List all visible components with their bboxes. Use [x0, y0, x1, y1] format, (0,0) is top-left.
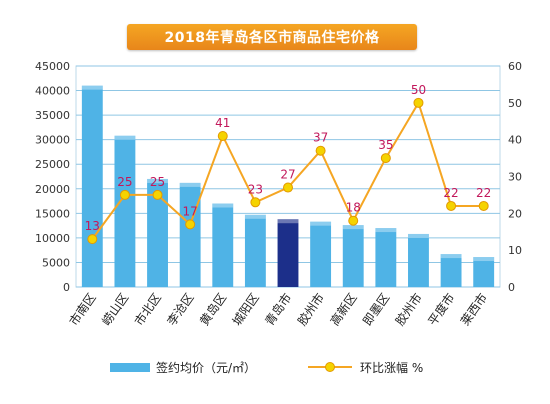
line-point	[315, 145, 326, 156]
left-axis-ticks: 0 5000 10000 15000 20000 25000 30000 35000 40000…	[35, 60, 70, 294]
x-axis-label: 市北区	[131, 290, 164, 328]
line-point	[283, 182, 293, 193]
line-point	[413, 97, 424, 108]
left-axis-tick-label: 45000	[35, 60, 70, 73]
chart-title-banner: 2018年青岛各区市商品住宅价格	[127, 24, 417, 50]
bar	[244, 214, 266, 287]
right-axis-tick-label: 10	[508, 244, 522, 257]
bar-highlight	[440, 254, 462, 259]
bar	[114, 135, 136, 287]
data-label: 17	[183, 204, 198, 218]
x-axis-label: 城阳区	[230, 291, 262, 329]
x-axis-label: 胶州市	[392, 290, 425, 328]
line-point	[185, 219, 196, 230]
data-label: 41	[215, 116, 230, 130]
line-point	[446, 200, 457, 211]
x-axis-label: 青岛市	[262, 290, 295, 328]
bar-highlight	[375, 228, 397, 233]
bar-highlight	[408, 233, 429, 238]
x-axis-label: 即墨区	[360, 291, 392, 329]
left-axis-tick-label: 30000	[35, 134, 70, 147]
x-axis-label: 平度市	[425, 290, 458, 328]
right-axis-tick-label: 50	[508, 97, 522, 110]
bar	[310, 221, 332, 287]
bar	[81, 85, 103, 288]
bar-highlight	[147, 178, 168, 183]
chart-title: 2018年青岛各区市商品住宅价格	[164, 30, 380, 46]
data-label: 25	[150, 175, 165, 189]
bar-highlight	[179, 182, 201, 187]
legend-marker	[325, 362, 335, 372]
bar	[375, 228, 397, 287]
x-axis-label: 崂山区	[99, 291, 131, 329]
bar	[342, 225, 364, 287]
right-axis-tick-label: 20	[508, 207, 522, 220]
data-label: 23	[248, 182, 263, 196]
data-label: 13	[85, 219, 100, 233]
legend-label-line: 环比涨幅 %	[360, 360, 423, 375]
bar-highlight	[114, 135, 136, 140]
left-axis-tick-label: 5000	[42, 256, 70, 269]
line-point	[152, 189, 163, 200]
data-label: 50	[411, 83, 426, 97]
data-label: 22	[476, 186, 491, 200]
bar-highlight	[81, 85, 103, 90]
x-axis-label: 胶州市	[294, 290, 327, 328]
line-point	[87, 234, 98, 245]
line-point	[250, 197, 261, 208]
bar	[179, 182, 201, 287]
bar-highlight	[310, 221, 332, 226]
data-label: 37	[313, 131, 328, 145]
bar-highlight	[342, 225, 364, 230]
bar-highlight	[473, 257, 495, 262]
left-axis-tick-label: 40000	[35, 85, 70, 98]
legend-swatch-bar	[110, 363, 150, 372]
data-label: 27	[280, 168, 295, 182]
right-axis-tick-label: 0	[508, 281, 515, 294]
bar	[277, 219, 299, 287]
right-axis-ticks: 0 10 20 30 40 50 60	[508, 60, 522, 294]
legend-label-bar: 签约均价（元/㎡）	[156, 360, 256, 375]
bar	[473, 257, 495, 287]
bar-highlight	[212, 203, 234, 208]
data-label: 22	[443, 186, 458, 200]
line-point	[119, 189, 130, 200]
bar	[147, 178, 168, 287]
bar	[440, 254, 462, 287]
bar-highlight	[244, 214, 266, 219]
bar	[212, 203, 234, 287]
line-point	[217, 130, 228, 141]
left-axis-tick-label: 15000	[35, 207, 70, 220]
line-point	[348, 215, 359, 226]
left-axis-tick-label: 20000	[35, 183, 70, 196]
bar-highlight	[277, 219, 299, 224]
line-series: 13 25 25 17 41 23 27 37 18 35 50 22 22	[85, 83, 491, 245]
x-axis-label: 莱西市	[457, 290, 490, 328]
left-axis-tick-label: 0	[63, 281, 70, 294]
legend: 签约均价（元/㎡） 环比涨幅 %	[110, 360, 423, 375]
line-point	[478, 200, 489, 211]
x-axis-labels: 市南区 崂山区 市北区 李沧区 黄岛区 城阳区 青岛市 胶州市 高新区 即墨区 胶州市 平度市 莱西市	[66, 290, 490, 328]
x-axis-label: 市南区	[66, 290, 99, 328]
data-label: 25	[117, 175, 132, 189]
left-axis-tick-label: 35000	[35, 109, 70, 122]
left-axis-tick-label: 10000	[35, 232, 70, 245]
x-axis-label: 黄岛区	[196, 290, 229, 328]
data-label: 35	[378, 138, 393, 152]
x-axis-label: 李沧区	[164, 290, 197, 328]
bar	[408, 233, 429, 287]
x-axis-label: 高新区	[327, 290, 360, 328]
data-label: 18	[346, 201, 361, 215]
right-axis-tick-label: 30	[508, 171, 522, 184]
right-axis-tick-label: 60	[508, 60, 522, 73]
right-axis-tick-label: 40	[508, 134, 522, 147]
left-axis-tick-label: 25000	[35, 158, 70, 171]
line-point	[380, 153, 391, 164]
